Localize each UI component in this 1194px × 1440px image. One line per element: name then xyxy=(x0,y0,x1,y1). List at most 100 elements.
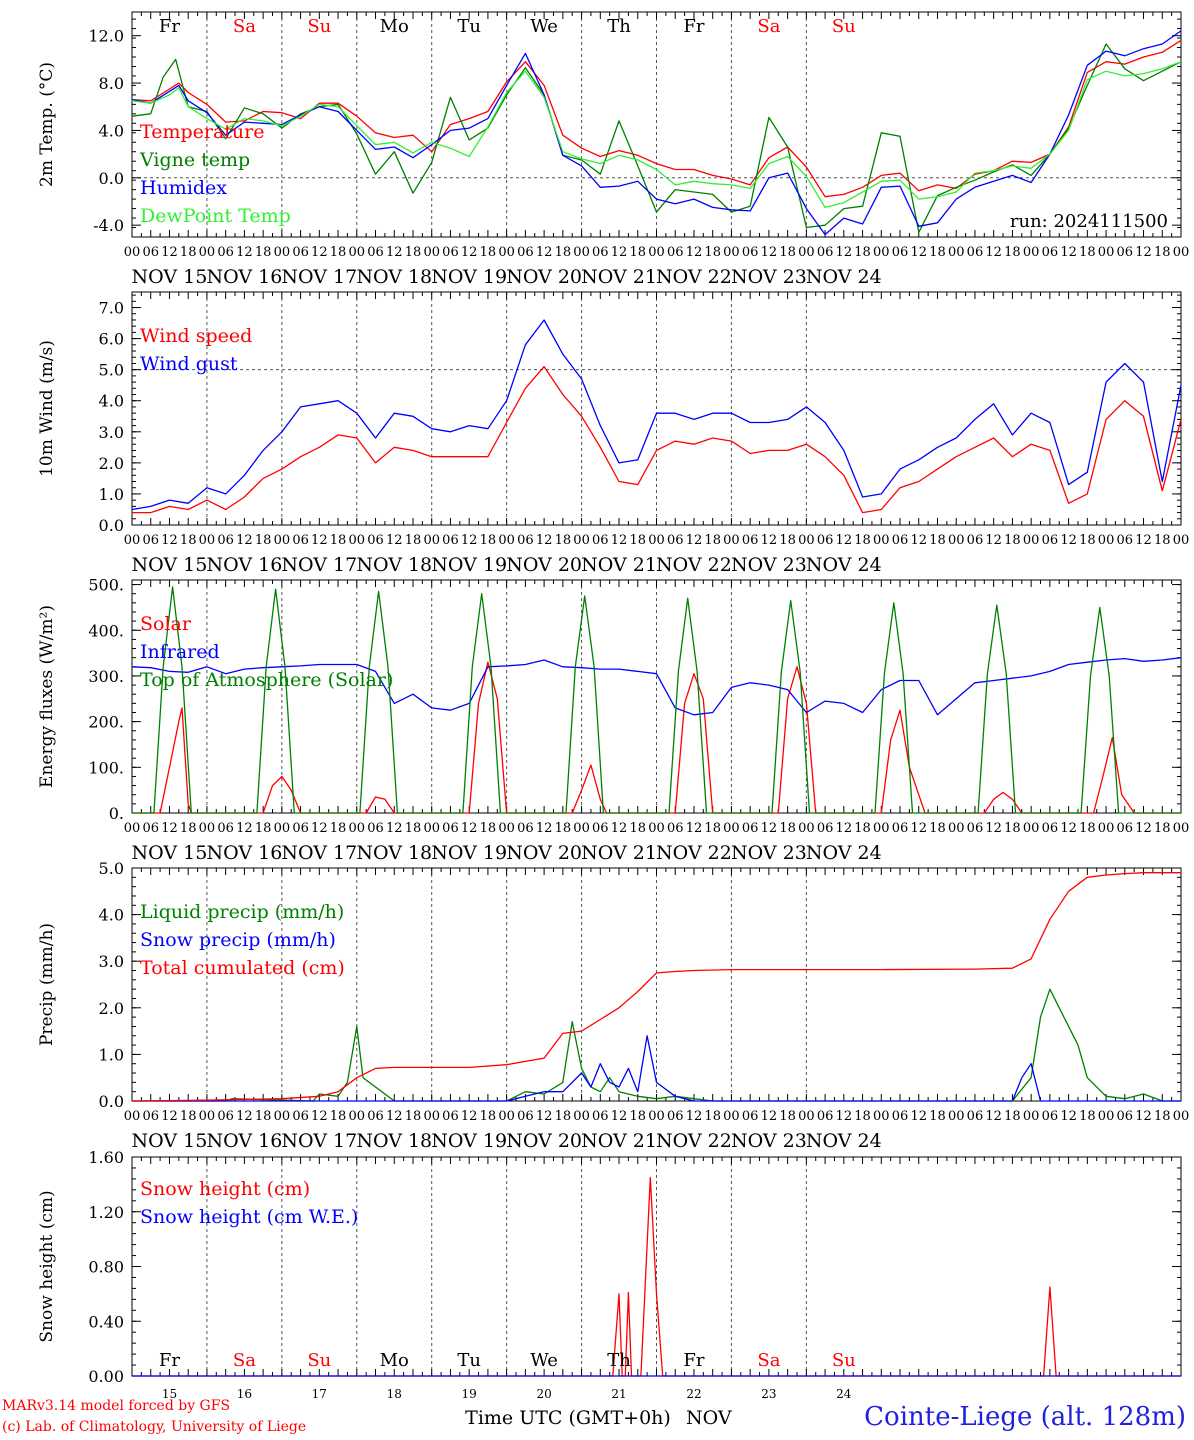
hour-tick-label: 06 xyxy=(1117,533,1134,548)
hour-tick-label: 06 xyxy=(742,245,759,260)
snow-panel: 0.00 0.40 0.80 1.20 1.60 Snow height (cm) Snow… xyxy=(37,1148,1182,1429)
day-number-label: 23 xyxy=(761,1387,776,1401)
hour-tick-label: 00 xyxy=(423,821,440,836)
hour-tick-label: 06 xyxy=(367,1109,384,1124)
y-tick-label: 12.0 xyxy=(88,27,124,46)
weekday-label: We xyxy=(530,16,558,37)
hour-tick-label: 12 xyxy=(536,533,553,548)
legend-entry: Solar xyxy=(140,613,192,635)
hour-tick-label: 12 xyxy=(910,245,927,260)
hour-tick-label: 18 xyxy=(255,1109,272,1124)
hour-tick-label: 12 xyxy=(1060,1109,1077,1124)
date-label: NOV 18 xyxy=(356,1130,432,1152)
date-label: NOV 23 xyxy=(731,554,807,576)
hour-tick-label: 00 xyxy=(1023,245,1040,260)
y-tick-label: 3.0 xyxy=(99,423,124,442)
hour-tick-label: 18 xyxy=(779,821,796,836)
hour-tick-label: 18 xyxy=(255,533,272,548)
hour-tick-label: 00 xyxy=(274,821,291,836)
hour-tick-label: 12 xyxy=(311,1109,328,1124)
hour-tick-label: 00 xyxy=(723,245,740,260)
hour-tick-label: 06 xyxy=(592,245,609,260)
date-label: NOV 15 xyxy=(132,554,208,576)
hour-tick-label: 00 xyxy=(948,245,965,260)
y-tick-label: 400. xyxy=(88,621,124,640)
date-label: NOV 20 xyxy=(506,266,582,288)
hour-tick-label: 12 xyxy=(161,821,178,836)
hour-tick-label: 18 xyxy=(330,821,347,836)
hour-tick-label: 00 xyxy=(798,245,815,260)
hour-tick-label: 00 xyxy=(798,1109,815,1124)
day-number-label: 18 xyxy=(387,1387,402,1401)
y-tick-label: 100. xyxy=(88,758,124,777)
weekday-label: Tu xyxy=(457,1350,481,1371)
hour-tick-label: 12 xyxy=(161,1109,178,1124)
y-tick-label: 4.0 xyxy=(99,906,124,925)
hour-tick-label: 06 xyxy=(592,533,609,548)
hour-tick-label: 00 xyxy=(1023,821,1040,836)
hour-tick-label: 18 xyxy=(405,245,422,260)
date-label: NOV 15 xyxy=(132,1130,208,1152)
hour-tick-label: 06 xyxy=(742,1109,759,1124)
hour-tick-label: 00 xyxy=(199,821,216,836)
energy-panel: 0. 100. 200. 300. 400. 500. Energy fluxes (W/m… xyxy=(37,576,1189,864)
hour-tick-label: 00 xyxy=(573,245,590,260)
hour-tick-label: 06 xyxy=(367,533,384,548)
date-label: NOV 19 xyxy=(431,266,507,288)
y-tick-label: 0.0 xyxy=(99,169,124,188)
date-label: NOV 19 xyxy=(431,554,507,576)
hour-tick-label: 18 xyxy=(704,1109,721,1124)
hour-tick-label: 00 xyxy=(349,245,366,260)
hour-tick-label: 06 xyxy=(967,245,984,260)
day-number-label: 16 xyxy=(237,1387,252,1401)
hour-tick-label: 00 xyxy=(423,245,440,260)
hour-tick-label: 00 xyxy=(648,1109,665,1124)
hour-tick-label: 18 xyxy=(1004,245,1021,260)
lab-credit: (c) Lab. of Climatology, University of L… xyxy=(2,1419,307,1435)
hour-tick-label: 00 xyxy=(349,533,366,548)
hour-tick-label: 06 xyxy=(217,821,234,836)
hour-tick-label: 06 xyxy=(967,1109,984,1124)
date-label: NOV 21 xyxy=(581,1130,657,1152)
hour-tick-label: 00 xyxy=(1098,1109,1115,1124)
hour-tick-label: 18 xyxy=(555,533,572,548)
date-label: NOV 18 xyxy=(356,554,432,576)
hour-tick-label: 06 xyxy=(442,533,459,548)
hour-tick-label: 06 xyxy=(817,1109,834,1124)
y-axis-label: Energy fluxes (W/m²) xyxy=(37,605,57,788)
hour-tick-label: 12 xyxy=(686,533,703,548)
hour-tick-label: 00 xyxy=(948,821,965,836)
hour-tick-label: 06 xyxy=(817,821,834,836)
hour-tick-label: 12 xyxy=(910,533,927,548)
day-number-label: 20 xyxy=(536,1387,551,1401)
hour-tick-label: 06 xyxy=(667,533,684,548)
date-label: NOV 23 xyxy=(731,842,807,864)
hour-tick-label: 06 xyxy=(592,821,609,836)
hour-tick-label: 00 xyxy=(423,1109,440,1124)
hour-tick-label: 00 xyxy=(873,245,890,260)
hour-tick-label: 00 xyxy=(573,821,590,836)
series-humidex xyxy=(131,30,1182,236)
hour-tick-label: 00 xyxy=(873,533,890,548)
hour-tick-label: 06 xyxy=(967,533,984,548)
hour-tick-label: 06 xyxy=(667,1109,684,1124)
hour-tick-label: 12 xyxy=(761,821,778,836)
hour-tick-label: 18 xyxy=(405,533,422,548)
legend-entry: Vigne temp xyxy=(139,149,250,171)
hour-tick-label: 06 xyxy=(892,821,909,836)
hour-tick-label: 12 xyxy=(386,1109,403,1124)
hour-tick-label: 00 xyxy=(274,533,291,548)
hour-tick-label: 00 xyxy=(1098,245,1115,260)
hour-tick-label: 18 xyxy=(330,245,347,260)
hour-tick-label: 12 xyxy=(236,821,253,836)
hour-tick-label: 18 xyxy=(255,821,272,836)
hour-tick-label: 18 xyxy=(180,533,197,548)
hour-tick-label: 00 xyxy=(948,1109,965,1124)
weekday-label: Sa xyxy=(757,16,780,37)
hour-tick-label: 06 xyxy=(292,1109,309,1124)
hour-tick-label: 00 xyxy=(723,821,740,836)
hour-tick-label: 12 xyxy=(686,1109,703,1124)
y-tick-label: 8.0 xyxy=(99,74,124,93)
hour-tick-label: 00 xyxy=(873,1109,890,1124)
y-tick-label: 0.80 xyxy=(88,1258,124,1277)
